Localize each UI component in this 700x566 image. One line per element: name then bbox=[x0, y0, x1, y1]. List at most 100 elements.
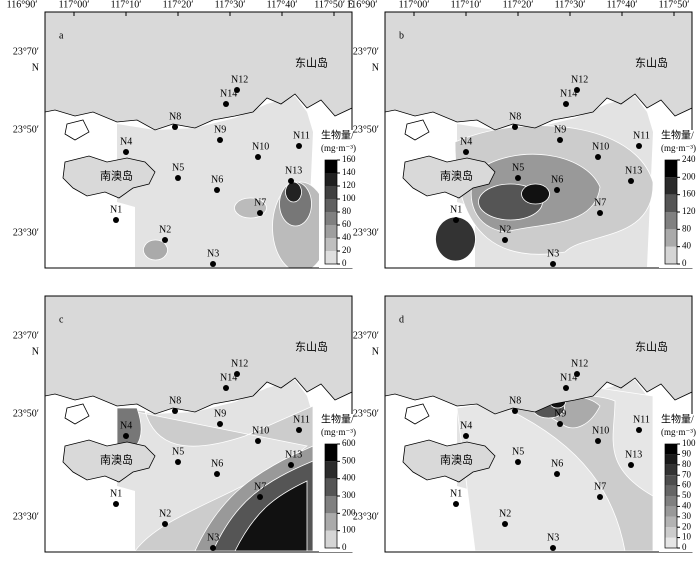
colorbar-tick-label: 0 bbox=[682, 542, 687, 552]
station bbox=[234, 371, 240, 377]
place-name: 南澳岛 bbox=[100, 169, 133, 183]
station bbox=[557, 137, 563, 143]
colorbar-step bbox=[665, 475, 677, 486]
y-tick-label: 23°50′ bbox=[353, 408, 379, 419]
colorbar-step bbox=[665, 444, 677, 455]
x-tick-label: 117°40′ bbox=[267, 0, 298, 10]
y-tick-label: N bbox=[32, 62, 39, 73]
contour-fill bbox=[521, 183, 550, 205]
colorbar-step bbox=[325, 173, 337, 186]
station bbox=[113, 217, 119, 223]
colorbar-tick-label: 100 bbox=[682, 438, 696, 448]
y-tick-label: 23°70′ bbox=[13, 330, 39, 341]
station bbox=[515, 175, 521, 181]
y-tick-label: 23°50′ bbox=[13, 408, 39, 419]
station bbox=[288, 178, 294, 184]
colorbar-unit: (mg·m⁻³) bbox=[661, 143, 696, 153]
station bbox=[554, 471, 560, 477]
place-name: 东山岛 bbox=[295, 56, 328, 70]
station-label: N9 bbox=[214, 124, 226, 135]
station bbox=[255, 154, 261, 160]
colorbar-tick-label: 80 bbox=[342, 206, 352, 216]
station-label: N5 bbox=[512, 162, 524, 173]
colorbar-title: 生物量/ bbox=[661, 412, 694, 425]
colorbar-tick-label: 30 bbox=[682, 511, 692, 521]
station-label: N11 bbox=[633, 414, 650, 425]
contour-fill bbox=[143, 239, 168, 261]
station-label: N1 bbox=[110, 204, 122, 215]
contour-fill bbox=[285, 181, 302, 203]
colorbar-step bbox=[665, 229, 677, 247]
contour-fill bbox=[234, 480, 308, 552]
land bbox=[45, 12, 352, 131]
station bbox=[574, 87, 580, 93]
colorbar-step bbox=[665, 537, 677, 548]
station-label: N10 bbox=[592, 425, 609, 436]
station bbox=[453, 501, 459, 507]
station bbox=[257, 494, 263, 500]
station bbox=[234, 87, 240, 93]
colorbar-tick-label: 60 bbox=[342, 219, 352, 229]
station bbox=[595, 154, 601, 160]
station bbox=[255, 438, 261, 444]
islet bbox=[404, 119, 430, 141]
station-label: N13 bbox=[625, 165, 642, 176]
station bbox=[628, 178, 634, 184]
station-label: N9 bbox=[554, 124, 566, 135]
station-label: N8 bbox=[169, 111, 181, 122]
colorbar-step bbox=[325, 186, 337, 199]
colorbar-title: 生物量/ bbox=[661, 128, 694, 141]
station-label: N14 bbox=[220, 88, 237, 99]
station bbox=[628, 462, 634, 468]
place-name: 东山岛 bbox=[295, 340, 328, 354]
station bbox=[223, 101, 229, 107]
y-tick-label: 23°30′ bbox=[13, 227, 39, 238]
y-tick-label: 23°30′ bbox=[353, 227, 379, 238]
station-label: N4 bbox=[120, 136, 132, 147]
colorbar-step bbox=[325, 199, 337, 212]
station-label: N8 bbox=[169, 395, 181, 406]
station-label: N10 bbox=[252, 141, 269, 152]
station bbox=[210, 545, 216, 551]
station bbox=[550, 545, 556, 551]
islet bbox=[404, 403, 430, 425]
station bbox=[574, 371, 580, 377]
colorbar-tick-label: 160 bbox=[682, 189, 696, 199]
station bbox=[113, 501, 119, 507]
x-tick-label: 117°10′ bbox=[451, 0, 482, 10]
place-name: 南澳岛 bbox=[440, 453, 473, 467]
y-tick-label: 23°70′ bbox=[13, 46, 39, 57]
station bbox=[554, 187, 560, 193]
station bbox=[172, 124, 178, 130]
map-body bbox=[45, 296, 352, 552]
colorbar-unit: (mg·m⁻³) bbox=[321, 143, 356, 153]
station-label: N3 bbox=[207, 532, 219, 543]
station-label: N5 bbox=[512, 446, 524, 457]
station-label: N10 bbox=[592, 141, 609, 152]
station-label: N11 bbox=[633, 130, 650, 141]
panel-label: b bbox=[399, 30, 404, 41]
colorbar-step bbox=[325, 238, 337, 251]
station bbox=[162, 237, 168, 243]
station-label: N6 bbox=[211, 174, 223, 185]
station-label: N9 bbox=[214, 408, 226, 419]
station-label: N5 bbox=[172, 162, 184, 173]
x-tick-label: 117°30′ bbox=[555, 0, 586, 10]
station-label: N3 bbox=[207, 248, 219, 259]
colorbar-step bbox=[665, 496, 677, 507]
colorbar-tick-label: 160 bbox=[342, 154, 356, 164]
colorbar-step bbox=[665, 485, 677, 496]
station bbox=[288, 462, 294, 468]
station bbox=[214, 187, 220, 193]
station bbox=[636, 427, 642, 433]
station bbox=[257, 210, 263, 216]
map-body bbox=[385, 296, 692, 552]
station bbox=[175, 175, 181, 181]
station-label: N7 bbox=[254, 197, 266, 208]
colorbar-step bbox=[325, 461, 337, 479]
colorbar-step bbox=[665, 527, 677, 538]
x-tick-label: 116°90′ bbox=[347, 0, 378, 10]
colorbar-step bbox=[325, 160, 337, 173]
